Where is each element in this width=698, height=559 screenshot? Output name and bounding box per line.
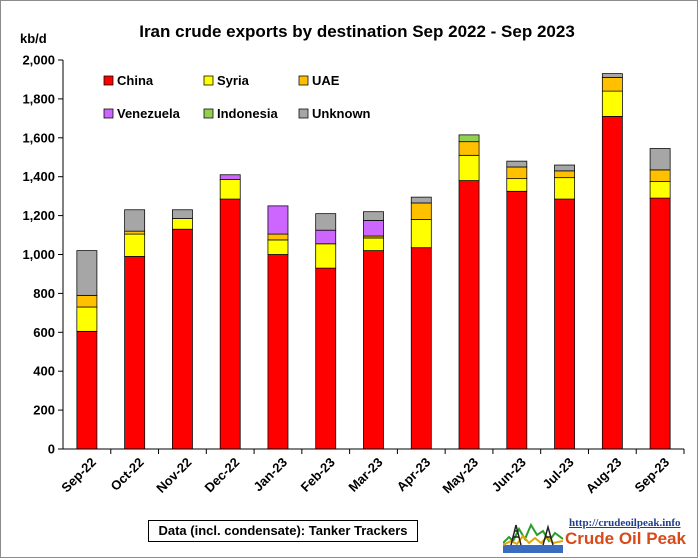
bar-segment-uae — [267, 233, 289, 241]
y-tick-label: 1,400 — [22, 169, 55, 184]
bar-segment-syria — [458, 154, 480, 181]
x-tick-label: Dec-22 — [202, 455, 243, 496]
bar-segment-syria — [554, 177, 575, 200]
y-tick-label: 1,600 — [22, 130, 55, 145]
bar-segment-venezuela — [219, 174, 241, 180]
bar-segment-syria — [76, 306, 98, 332]
bar-segment-china — [506, 190, 528, 450]
chart-title: Iran crude exports by destination Sep 20… — [139, 22, 575, 41]
legend-swatch-uae — [298, 75, 309, 86]
y-tick-label: 2,000 — [22, 53, 55, 68]
y-tick-label: 1,200 — [22, 208, 55, 223]
bar-segment-unknown — [315, 213, 337, 231]
bar-segment-syria — [124, 233, 146, 257]
bar-segment-unknown — [649, 148, 671, 171]
legend-swatch-china — [103, 75, 114, 86]
x-tick-label: Sep-22 — [58, 455, 99, 496]
bar-segment-unknown — [410, 196, 432, 204]
bar-segment-unknown — [554, 164, 575, 172]
x-tick-label: Sep-23 — [631, 455, 672, 496]
x-tick-label: May-23 — [439, 455, 481, 497]
bar-segment-china — [458, 180, 480, 450]
legend-swatch-syria — [203, 75, 214, 86]
bar-segment-uae — [76, 294, 98, 308]
bar-segment-uae — [458, 141, 480, 156]
y-tick-label: 400 — [33, 364, 55, 379]
x-axis: Sep-22 Oct-22 Nov-22 Dec-22 Jan-23 Feb-23 Mar-… — [58, 448, 685, 497]
y-tick-label: 600 — [33, 325, 55, 340]
legend: China Syria UAE Venezuela Indonesia Unknown — [103, 73, 371, 121]
bar-segment-china — [410, 247, 432, 450]
legend-label-unknown: Unknown — [312, 106, 371, 121]
x-tick-label: Aug-23 — [583, 455, 625, 497]
y-tick-label: 1,800 — [22, 91, 55, 106]
bar-segment-china — [315, 267, 337, 450]
bar-segment-china — [267, 254, 289, 450]
legend-swatch-venezuela — [103, 108, 114, 119]
bar-segment-china — [554, 198, 575, 450]
bar-segment-syria — [506, 178, 528, 192]
bar-segment-syria — [410, 219, 432, 249]
bar-segment-uae — [506, 166, 528, 180]
x-tick-label: Jan-23 — [250, 455, 290, 495]
legend-swatch-unknown — [298, 108, 309, 119]
y-axis-unit-label: kb/d — [20, 31, 47, 46]
y-axis: 0 200 400 600 800 1,000 1,200 1,400 1,600 1,800 2,… — [22, 53, 64, 457]
oil-derrick-icon — [503, 522, 563, 553]
x-tick-label: Nov-22 — [153, 455, 194, 496]
legend-swatch-indonesia — [203, 108, 214, 119]
legend-label-syria: Syria — [217, 73, 250, 88]
bar-segment-unknown — [363, 211, 384, 221]
crude-oil-peak-logo: http://crudeoilpeak.info Crude Oil Peak — [501, 515, 695, 555]
bar-segment-uae — [124, 230, 146, 235]
legend-label-venezuela: Venezuela — [117, 106, 181, 121]
bar-segment-unknown — [601, 73, 623, 78]
x-tick-label: Feb-23 — [298, 455, 338, 495]
legend-label-indonesia: Indonesia — [217, 106, 278, 121]
legend-label-china: China — [117, 73, 154, 88]
logo-url-link[interactable]: http://crudeoilpeak.info — [569, 517, 681, 529]
bar-segment-uae — [554, 170, 575, 179]
bar-segment-uae — [649, 169, 671, 182]
bar-segment-china — [172, 228, 193, 450]
x-tick-label: Mar-23 — [345, 455, 385, 495]
y-tick-label: 1,000 — [22, 247, 55, 262]
bar-segment-china — [124, 256, 146, 450]
data-source-note: Data (incl. condensate): Tanker Trackers — [148, 520, 418, 542]
bar-segment-syria — [219, 179, 241, 200]
bar-segment-venezuela — [267, 205, 289, 235]
legend-label-uae: UAE — [312, 73, 340, 88]
bar-segment-china — [649, 197, 671, 450]
bar-segment-unknown — [506, 160, 528, 168]
bar-segment-china — [601, 116, 623, 450]
bar-segment-unknown — [172, 209, 193, 219]
x-tick-label: Oct-22 — [108, 455, 147, 494]
bar-segment-syria — [649, 181, 671, 199]
bar-segment-unknown — [124, 209, 146, 232]
y-tick-label: 200 — [33, 403, 55, 418]
x-tick-label: Jun-23 — [489, 455, 529, 495]
bar-segment-china — [363, 250, 384, 450]
bar-segment-china — [219, 198, 241, 450]
bar-segment-venezuela — [363, 220, 384, 237]
bar-segment-uae — [601, 77, 623, 92]
bar-segment-indonesia — [458, 134, 480, 143]
bar-segment-syria — [363, 237, 384, 251]
bar-segment-syria — [267, 239, 289, 255]
bar-segment-china — [76, 330, 98, 450]
bar-segment-unknown — [76, 250, 98, 296]
bar-segment-syria — [172, 218, 193, 230]
bar-segment-uae — [410, 202, 432, 220]
x-tick-label: Jul-23 — [540, 455, 577, 492]
logo-brand-name: Crude Oil Peak — [565, 529, 686, 548]
y-tick-label: 800 — [33, 286, 55, 301]
y-tick-label: 0 — [48, 442, 55, 457]
bars — [76, 73, 671, 450]
x-tick-label: Apr-23 — [394, 455, 434, 495]
bar-segment-syria — [601, 90, 623, 117]
bar-segment-syria — [315, 243, 337, 269]
bar-segment-venezuela — [315, 229, 337, 245]
